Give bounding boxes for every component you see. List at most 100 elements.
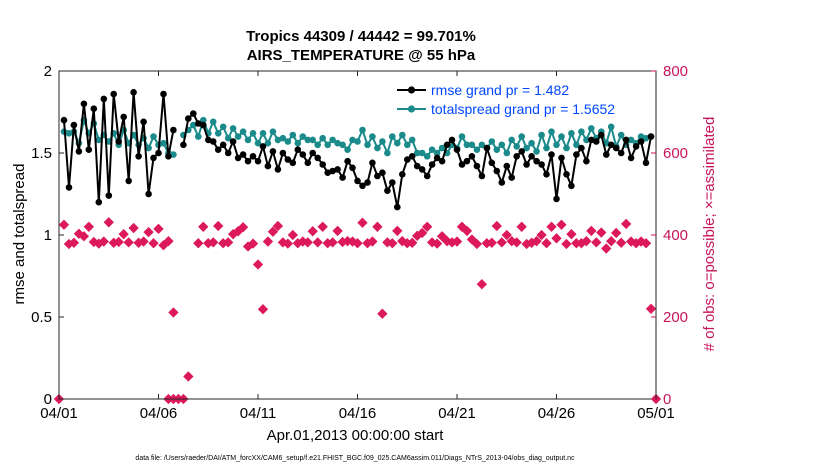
y-tick-label: 2	[44, 63, 52, 80]
rmse-point	[523, 161, 530, 168]
rmse-point	[642, 159, 650, 167]
obs-count-marker	[128, 222, 139, 234]
obs-count-marker	[68, 237, 80, 248]
rmse-point	[483, 144, 491, 152]
chart-subtitle: AIRS_TEMPERATURE @ 55 hPa	[247, 47, 476, 64]
obs-count-marker	[491, 220, 502, 232]
totalspread-point	[334, 139, 341, 147]
chart-title: Tropics 44309 / 44442 = 99.701%	[246, 28, 476, 45]
totalspread-point	[493, 146, 501, 153]
obs-count-marker	[168, 307, 179, 318]
rmse-point	[249, 153, 257, 160]
obs-count-marker	[367, 236, 378, 247]
totalspread-point	[488, 138, 496, 145]
obs-count-marker	[183, 371, 194, 382]
obs-count-marker	[536, 229, 547, 241]
totalspread-point	[503, 149, 511, 157]
obs-count-marker	[645, 303, 657, 314]
obs-count-marker	[262, 236, 274, 247]
totalspread-point	[374, 144, 381, 152]
totalspread-point	[264, 139, 272, 147]
rmse-point	[319, 161, 327, 168]
y-tick-label: 0.5	[31, 309, 52, 326]
rmse-point	[404, 156, 411, 163]
y-right-tick-label: 0	[663, 391, 671, 408]
totalspread-point	[563, 144, 570, 152]
rmse-point	[533, 157, 540, 165]
totalspread-point	[548, 128, 555, 135]
obs-count-marker	[611, 227, 622, 239]
rmse-point	[543, 171, 550, 178]
rmse-point	[513, 153, 520, 160]
rmse-point	[234, 154, 242, 162]
y-right-tick-label: 200	[663, 309, 688, 326]
totalspread-point	[274, 136, 282, 144]
obs-count-marker	[640, 238, 652, 249]
rmse-point	[528, 153, 535, 160]
obs-count-marker	[581, 235, 592, 247]
obs-count-marker	[606, 235, 617, 247]
rmse-point	[65, 184, 73, 191]
rmse-point	[70, 121, 78, 129]
rmse-point	[548, 151, 555, 158]
rmse-point	[423, 172, 431, 180]
obs-count-marker	[476, 279, 488, 290]
totalspread-point	[413, 149, 421, 157]
x-axis-label: Apr.01,2013 00:00:00 start	[267, 427, 445, 444]
obs-count-marker	[98, 236, 109, 247]
rmse-point	[538, 161, 545, 168]
rmse-point	[593, 138, 600, 145]
obs-count-marker	[198, 221, 209, 232]
rmse-point	[334, 166, 341, 173]
totalspread-point	[423, 153, 431, 160]
rmse-point	[578, 144, 585, 152]
obs-count-marker	[397, 235, 408, 247]
rmse-point	[100, 95, 108, 103]
rmse-point	[478, 172, 486, 180]
rmse-point	[150, 154, 157, 162]
rmse-point	[384, 187, 391, 194]
totalspread-point	[170, 151, 177, 158]
obs-count-marker	[213, 220, 224, 232]
totalspread-point	[364, 141, 371, 149]
obs-count-marker	[461, 225, 473, 237]
rmse-point	[563, 171, 570, 178]
rmse-point	[344, 157, 351, 165]
totalspread-point	[389, 133, 396, 140]
totalspread-point	[214, 130, 222, 137]
totalspread-point	[224, 134, 232, 142]
y-tick-label: 1.5	[31, 145, 52, 162]
obs-count-marker	[546, 221, 557, 232]
obs-count-marker	[407, 237, 418, 248]
rmse-point	[603, 151, 610, 158]
obs-count-marker	[247, 238, 259, 249]
totalspread-point	[583, 136, 590, 144]
rmse-point	[448, 136, 456, 144]
rmse-point	[453, 146, 461, 153]
rmse-point	[105, 192, 113, 199]
totalspread-point	[229, 125, 237, 132]
totalspread-point	[399, 131, 406, 139]
totalspread-point	[324, 141, 332, 149]
obs-count-marker	[123, 237, 134, 248]
obs-count-marker	[138, 236, 149, 247]
totalspread-point	[573, 141, 580, 149]
obs-count-marker	[208, 237, 219, 248]
rmse-point	[259, 143, 267, 150]
obs-count-marker	[352, 238, 363, 249]
totalspread-point	[200, 116, 207, 124]
totalspread-point	[294, 139, 302, 147]
rmse-point	[160, 90, 167, 98]
rmse-point	[90, 105, 98, 112]
totalspread-point	[384, 149, 391, 157]
totalspread-point	[543, 144, 550, 152]
legend-marker-rmse	[407, 86, 416, 94]
rmse-point	[155, 149, 162, 157]
data-file-caption: data file: /Users/raeder/DAI/ATM_forcXX/…	[135, 455, 575, 462]
rmse-point	[274, 166, 282, 173]
obs-count-marker	[252, 259, 264, 270]
obs-count-marker	[357, 217, 368, 228]
totalspread-point	[498, 141, 506, 149]
rmse-point	[558, 154, 565, 162]
